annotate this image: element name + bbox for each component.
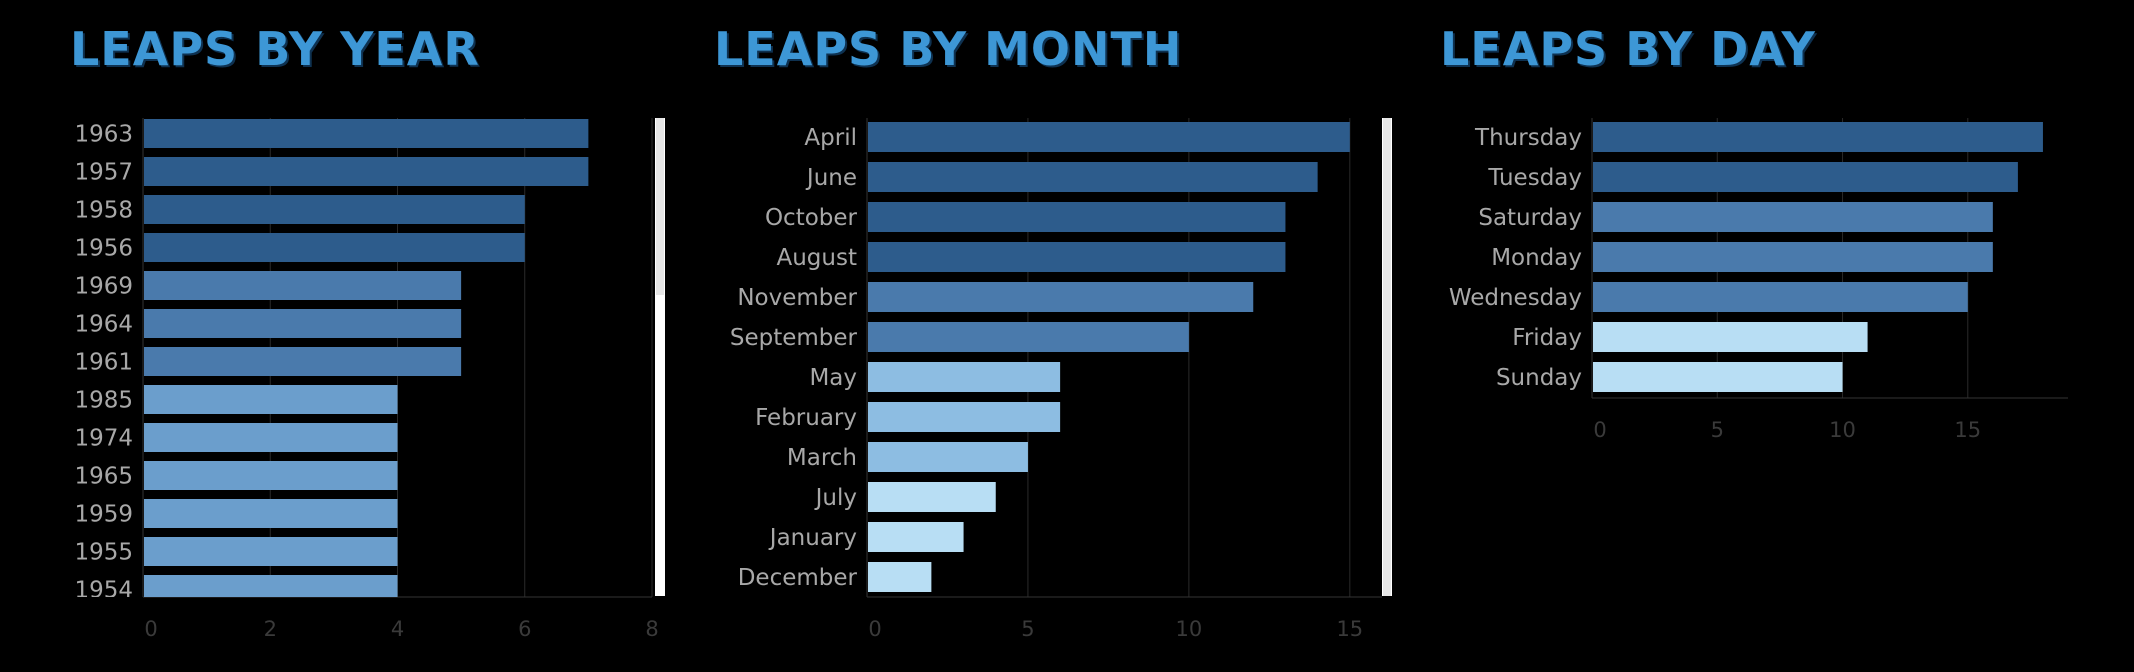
category-label: 1969 [74,274,133,300]
bar-1955[interactable] [144,537,398,566]
category-label: August [777,245,858,271]
bar-october[interactable] [868,202,1286,232]
category-label: May [809,365,857,391]
bar-1985[interactable] [144,385,398,414]
scrollbar-thumb[interactable] [1383,118,1391,596]
bar-july[interactable] [868,482,996,512]
bar-december[interactable] [868,562,932,592]
category-label: January [768,525,857,551]
bars: April June October August November September M… [730,122,1350,592]
category-label: Friday [1512,325,1582,351]
x-tick-label: 5 [1711,418,1724,442]
x-tick-label: 4 [391,617,404,641]
bar-1964[interactable] [144,309,462,338]
category-label: March [787,445,857,471]
x-tick-label: 0 [868,617,881,641]
x-tick-label: 5 [1021,617,1034,641]
category-label: June [805,165,857,191]
category-label: 1956 [74,236,133,262]
category-label: 1959 [74,502,133,528]
category-label: 1964 [74,312,133,338]
category-label: September [730,325,858,351]
bar-1954[interactable] [144,575,398,604]
category-label: 1963 [74,122,133,148]
category-label: Tuesday [1487,165,1582,191]
bar-1963[interactable] [144,119,589,148]
category-label: 1958 [74,198,133,224]
category-label: 1957 [74,160,133,186]
bar-sunday[interactable] [1593,362,1843,392]
bar-tuesday[interactable] [1593,162,2018,192]
x-tick-label: 15 [1954,418,1981,442]
bar-saturday[interactable] [1593,202,1993,232]
bar-monday[interactable] [1593,242,1993,272]
bar-1959[interactable] [144,499,398,528]
x-tick-label: 0 [144,617,157,641]
x-tick-label: 15 [1336,617,1363,641]
category-label: 1985 [74,388,133,414]
bar-1956[interactable] [144,233,525,262]
category-label: 1961 [74,350,133,376]
bars: Thursday Tuesday Saturday Monday Wednesday Fr… [1449,122,2043,392]
x-tick-label: 10 [1176,617,1203,641]
category-label: Monday [1491,245,1582,271]
bar-wednesday[interactable] [1593,282,1968,312]
scrollbar-thumb[interactable] [656,118,664,295]
category-label: Saturday [1478,205,1582,231]
bar-friday[interactable] [1593,322,1868,352]
bar-1961[interactable] [144,347,462,376]
bar-march[interactable] [868,442,1028,472]
bar-1965[interactable] [144,461,398,490]
category-label: Thursday [1474,125,1582,151]
category-label: Sunday [1496,365,1582,391]
x-tick-label: 0 [1593,418,1606,442]
category-label: 1965 [74,464,133,490]
bar-1974[interactable] [144,423,398,452]
bar-february[interactable] [868,402,1061,432]
category-label: November [737,285,857,311]
x-tick-label: 2 [264,617,277,641]
category-label: Wednesday [1449,285,1582,311]
bar-thursday[interactable] [1593,122,2043,152]
x-tick-label: 8 [645,617,658,641]
category-label: February [755,405,857,431]
category-label: 1954 [74,578,133,604]
bar-august[interactable] [868,242,1286,272]
category-label: October [765,205,858,231]
scrollbar-track[interactable] [655,118,665,596]
category-label: July [814,485,857,511]
chart-title-day: LEAPS BY DAY [1440,22,1816,76]
category-label: 1974 [74,426,133,452]
x-tick-label: 6 [518,617,531,641]
bar-april[interactable] [868,122,1350,152]
x-tick-label: 10 [1829,418,1856,442]
bar-1969[interactable] [144,271,462,300]
bar-september[interactable] [868,322,1189,352]
chart-title-month: LEAPS BY MONTH [714,22,1183,76]
bar-june[interactable] [868,162,1318,192]
bar-may[interactable] [868,362,1061,392]
category-label: 1955 [74,540,133,566]
bar-1958[interactable] [144,195,525,224]
bar-january[interactable] [868,522,964,552]
category-label: April [804,125,857,151]
chart-title-year: LEAPS BY YEAR [70,22,480,76]
category-label: December [738,565,858,591]
bar-1957[interactable] [144,157,589,186]
bar-november[interactable] [868,282,1254,312]
gridlines [1027,118,1351,597]
bars: 1963 1957 1958 1956 1969 1964 1961 1985 1974 1965… [74,119,589,604]
